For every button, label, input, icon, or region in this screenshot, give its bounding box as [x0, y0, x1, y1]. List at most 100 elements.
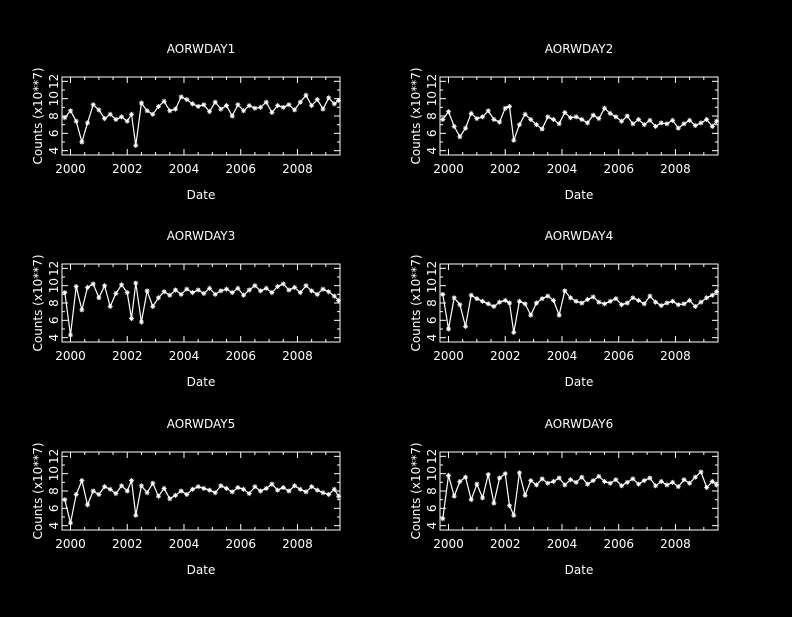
- data-point: [161, 289, 167, 295]
- data-point: [596, 116, 602, 122]
- data-point: [241, 108, 247, 114]
- data-point: [189, 486, 195, 492]
- data-point: [275, 487, 281, 493]
- data-point: [218, 106, 224, 112]
- data-point: [62, 497, 68, 503]
- data-point: [636, 297, 642, 303]
- data-point: [687, 297, 693, 303]
- data-point: [714, 118, 720, 124]
- data-point: [692, 123, 698, 129]
- data-point: [68, 108, 74, 114]
- data-point: [286, 488, 292, 494]
- series-line: [442, 289, 717, 333]
- data-point: [90, 488, 96, 494]
- data-point: [636, 116, 642, 122]
- x-axis-label: Date: [187, 188, 216, 202]
- data-point: [446, 472, 452, 478]
- data-point: [522, 301, 528, 307]
- data-point: [195, 287, 201, 293]
- data-point: [579, 300, 585, 306]
- data-point: [641, 122, 647, 128]
- data-point: [113, 290, 119, 296]
- data-point: [463, 125, 469, 131]
- data-point: [269, 290, 275, 296]
- data-point: [119, 114, 125, 120]
- x-tick-label: 2004: [169, 349, 200, 363]
- data-point: [150, 111, 156, 117]
- data-point: [619, 302, 625, 308]
- data-point: [246, 491, 252, 497]
- data-point: [224, 103, 230, 109]
- data-point: [326, 95, 332, 101]
- data-point: [647, 475, 653, 481]
- x-tick-label: 2006: [225, 349, 256, 363]
- data-point: [457, 302, 463, 308]
- y-tick-label: 4: [47, 334, 61, 342]
- x-axis-label: Date: [187, 375, 216, 389]
- data-point: [579, 474, 585, 480]
- data-point: [619, 483, 625, 489]
- data-point: [562, 110, 568, 116]
- data-point: [275, 103, 281, 109]
- data-point: [207, 109, 213, 115]
- data-point: [658, 478, 664, 484]
- data-point: [709, 123, 715, 129]
- data-point: [709, 292, 715, 298]
- data-point: [144, 288, 150, 294]
- chart-panel-5: AORWDAY5 Date Counts (x10**7) 2000 2002 2004 2…: [31, 417, 342, 577]
- x-tick-label: 2008: [282, 162, 313, 176]
- y-tick-label: 8: [425, 487, 439, 495]
- data-point: [195, 103, 201, 109]
- data-point: [567, 115, 573, 121]
- data-point: [457, 134, 463, 140]
- data-point: [90, 102, 96, 108]
- data-point: [463, 323, 469, 329]
- data-point: [687, 480, 693, 486]
- data-point: [150, 303, 156, 309]
- data-point: [511, 329, 517, 335]
- x-tick-label: 2002: [112, 162, 143, 176]
- y-tick-label: 10: [425, 278, 439, 293]
- data-point: [590, 112, 596, 118]
- chart-title: AORWDAY4: [545, 229, 613, 243]
- data-point: [229, 489, 235, 495]
- data-point: [96, 295, 102, 301]
- data-point: [107, 486, 113, 492]
- data-point: [286, 102, 292, 108]
- data-point: [275, 284, 281, 290]
- y-tick-label: 4: [425, 147, 439, 155]
- data-point: [133, 280, 139, 286]
- data-point: [297, 290, 303, 296]
- y-tick-label: 4: [47, 522, 61, 530]
- data-point: [516, 122, 522, 128]
- x-tick-label: 2006: [603, 162, 634, 176]
- data-point: [331, 101, 337, 107]
- data-point: [573, 298, 579, 304]
- y-tick-label: 8: [425, 112, 439, 120]
- data-point: [184, 286, 190, 292]
- y-tick-label: 8: [47, 299, 61, 307]
- data-point: [480, 298, 486, 304]
- data-point: [189, 290, 195, 296]
- y-tick-label: 6: [47, 317, 61, 325]
- y-tick-label: 12: [47, 261, 61, 276]
- data-point: [698, 299, 704, 305]
- data-point: [502, 105, 508, 111]
- x-tick-label: 2000: [433, 162, 464, 176]
- data-point: [161, 485, 167, 491]
- data-point: [241, 486, 247, 492]
- data-point: [446, 326, 452, 332]
- y-tick-label: 12: [425, 449, 439, 464]
- data-point: [522, 111, 528, 117]
- data-point: [590, 478, 596, 484]
- data-point: [539, 476, 545, 482]
- data-point: [224, 286, 230, 292]
- data-point: [79, 307, 85, 313]
- data-point: [624, 113, 630, 119]
- data-point: [309, 484, 315, 490]
- data-point: [314, 291, 320, 297]
- data-point: [507, 503, 512, 509]
- data-point: [502, 471, 508, 477]
- data-point: [336, 493, 342, 499]
- data-point: [528, 478, 534, 484]
